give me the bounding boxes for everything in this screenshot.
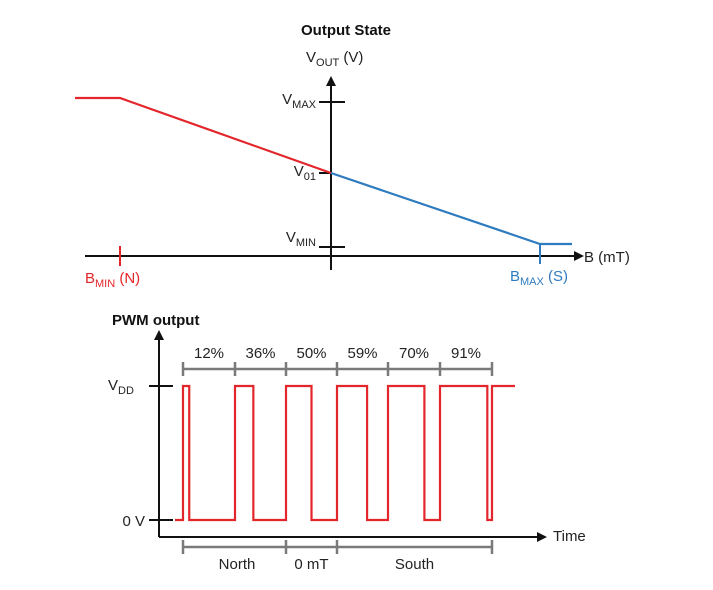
north-curve: [75, 96, 332, 175]
v01-label: V01: [294, 163, 316, 183]
vmax-label: VMAX: [282, 91, 317, 111]
time-label: Time: [553, 528, 586, 545]
region-label: South: [395, 556, 434, 573]
duty-label: 12%: [194, 345, 224, 362]
x-axis-label: B (mT): [584, 249, 630, 266]
duty-label: 59%: [347, 345, 377, 362]
vdd-label: VDD: [108, 377, 134, 397]
pwm-title: PWM output: [112, 312, 199, 329]
south-curve: [330, 171, 572, 246]
zero-label: 0 V: [122, 513, 145, 530]
duty-label: 91%: [451, 345, 481, 362]
y-axis-label: VOUT (V): [306, 49, 363, 69]
region-label: North: [219, 556, 256, 573]
duty-label: 36%: [245, 345, 275, 362]
region-label: 0 mT: [294, 556, 328, 573]
vmin-label: VMIN: [286, 229, 316, 249]
bmax-label: BMAX (S): [510, 268, 568, 288]
pwm-signal: [175, 384, 515, 522]
duty-label: 50%: [296, 345, 326, 362]
top-title: Output State: [301, 22, 391, 39]
bmin-label: BMIN (N): [85, 270, 140, 290]
duty-label: 70%: [399, 345, 429, 362]
